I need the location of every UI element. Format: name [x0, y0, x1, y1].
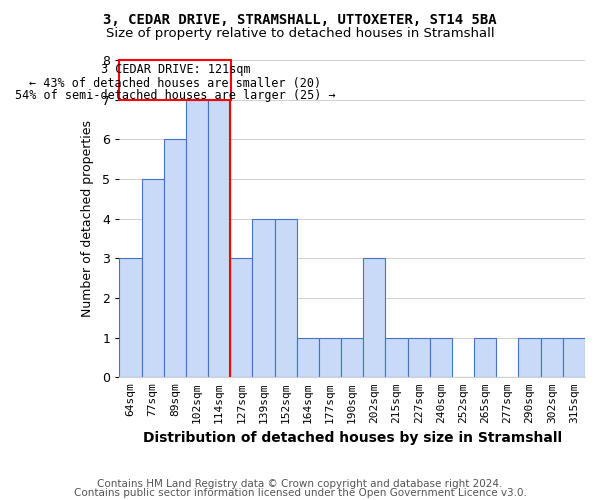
Bar [541, 338, 563, 378]
Bar [119, 60, 232, 100]
Bar [208, 100, 230, 378]
Bar [119, 258, 142, 378]
Bar [430, 338, 452, 378]
X-axis label: Distribution of detached houses by size in Stramshall: Distribution of detached houses by size … [143, 431, 562, 445]
Bar [407, 338, 430, 378]
Bar [518, 338, 541, 378]
Bar [230, 258, 253, 378]
Bar [142, 179, 164, 378]
Text: 3 CEDAR DRIVE: 121sqm: 3 CEDAR DRIVE: 121sqm [101, 64, 250, 76]
Bar [341, 338, 363, 378]
Bar [253, 218, 275, 378]
Text: 3, CEDAR DRIVE, STRAMSHALL, UTTOXETER, ST14 5BA: 3, CEDAR DRIVE, STRAMSHALL, UTTOXETER, S… [103, 12, 497, 26]
Text: Contains public sector information licensed under the Open Government Licence v3: Contains public sector information licen… [74, 488, 526, 498]
Bar [186, 100, 208, 378]
Bar [563, 338, 585, 378]
Bar [319, 338, 341, 378]
Text: ← 43% of detached houses are smaller (20): ← 43% of detached houses are smaller (20… [29, 76, 322, 90]
Text: 54% of semi-detached houses are larger (25) →: 54% of semi-detached houses are larger (… [15, 89, 335, 102]
Bar [363, 258, 385, 378]
Y-axis label: Number of detached properties: Number of detached properties [81, 120, 94, 317]
Text: Contains HM Land Registry data © Crown copyright and database right 2024.: Contains HM Land Registry data © Crown c… [97, 479, 503, 489]
Bar [297, 338, 319, 378]
Text: Size of property relative to detached houses in Stramshall: Size of property relative to detached ho… [106, 28, 494, 40]
Bar [275, 218, 297, 378]
Bar [385, 338, 407, 378]
Bar [474, 338, 496, 378]
Bar [164, 140, 186, 378]
